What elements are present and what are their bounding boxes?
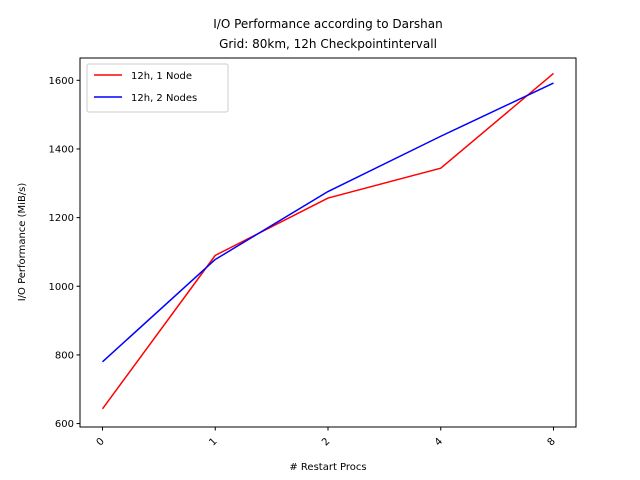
y-tick-label: 1600 xyxy=(49,76,74,87)
y-tick-label: 1400 xyxy=(49,144,74,155)
chart-title-line-2: Grid: 80km, 12h Checkpointintervall xyxy=(219,37,437,51)
chart-title-line-1: I/O Performance according to Darshan xyxy=(213,17,443,31)
y-axis-title: I/O Performance (MiB/s) xyxy=(17,183,28,302)
x-axis-title: # Restart Procs xyxy=(289,462,366,473)
legend-label-series-1: 12h, 1 Node xyxy=(131,71,192,82)
y-tick-label: 600 xyxy=(55,419,74,430)
legend-box xyxy=(86,63,229,113)
legend: 12h, 1 Node 12h, 2 Nodes xyxy=(86,63,229,113)
y-tick-label: 800 xyxy=(55,350,74,361)
legend-label-series-2: 12h, 2 Nodes xyxy=(131,93,197,104)
y-axis: 600 800 1000 1200 1400 1600 xyxy=(49,76,80,430)
y-tick-label: 1000 xyxy=(49,282,74,293)
y-tick-label: 1200 xyxy=(49,213,74,224)
series-layer xyxy=(101,72,554,410)
series-line-1 xyxy=(101,72,554,410)
series-line-2 xyxy=(101,82,554,363)
